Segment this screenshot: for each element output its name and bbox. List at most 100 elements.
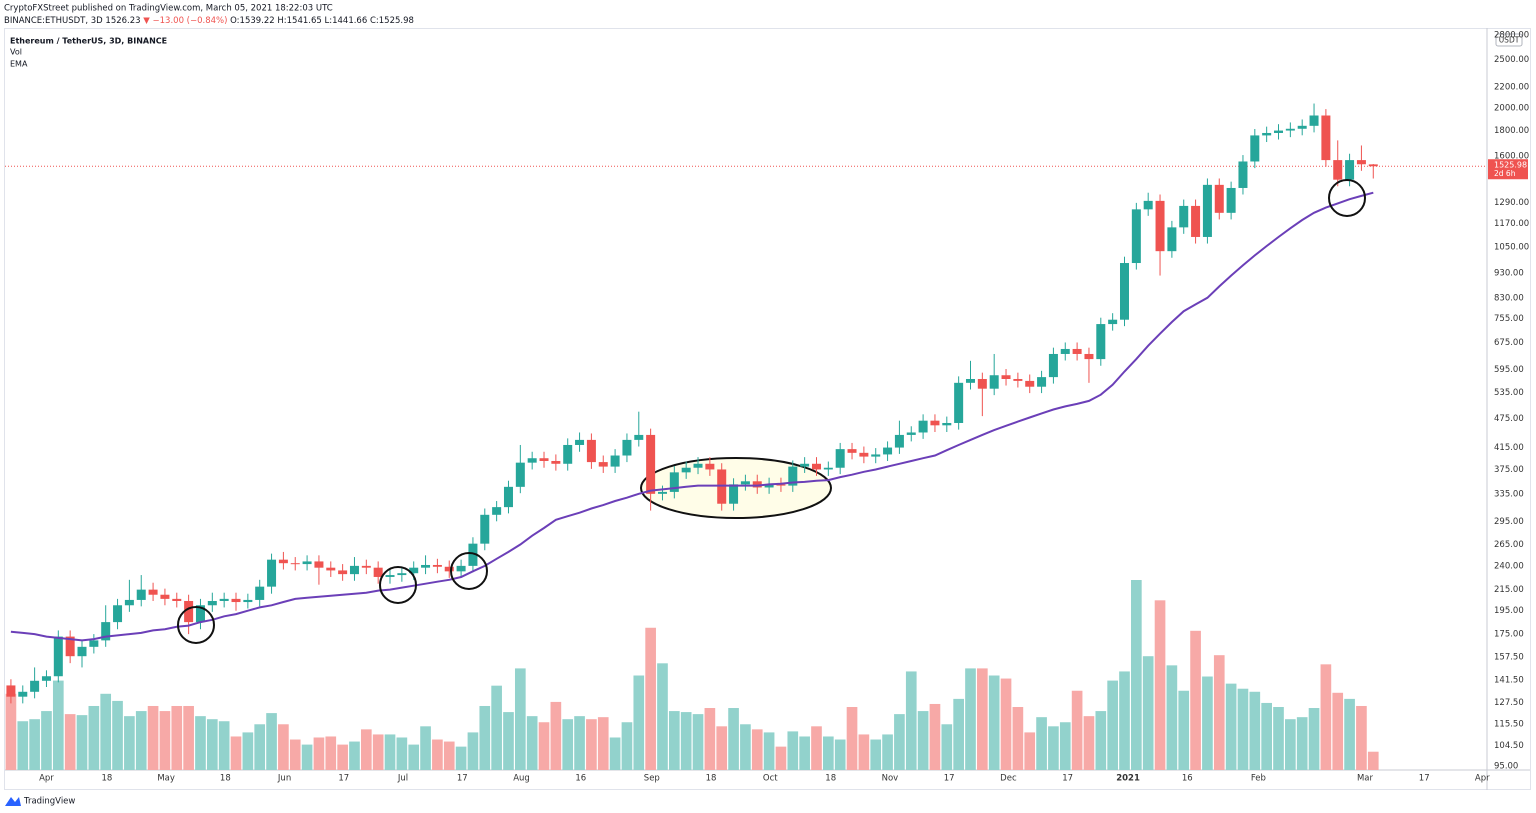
candle-body [1226,187,1236,213]
volume-bar [278,724,289,770]
volume-bar [882,734,893,770]
candle-body [764,484,774,488]
candle-body [480,514,490,544]
volume-bar [787,731,799,770]
volume-bar [467,732,479,770]
y-tick-label: 2800.00 [1494,31,1529,41]
volume-bar [1344,698,1355,770]
y-tick-label: 830.00 [1494,293,1524,303]
volume-bar [965,668,976,770]
volume-bar [977,668,988,770]
volume-bar [751,729,763,770]
volume-bar [562,719,574,770]
candle-body [729,484,739,504]
candle-body [527,458,537,463]
volume-bar [550,701,562,770]
candle-body [503,486,513,508]
volume-bar [230,736,242,770]
candle-body [954,382,964,423]
candle-body [811,463,821,470]
candle-body [634,434,644,440]
volume-bar [953,698,964,770]
x-tick-label: Aug [513,774,530,784]
volume-bar [266,713,277,770]
volume-bar [1071,690,1083,770]
candle-body [1013,378,1023,381]
candle-body [41,676,51,681]
volume-bar [313,737,325,770]
candle-body [551,460,561,464]
y-tick-label: 1050.00 [1494,243,1529,253]
volume-bar [29,719,40,770]
logo-icon [5,797,21,806]
candle-body [1345,160,1355,180]
x-tick-label: Apr [1475,774,1490,784]
candle-body [776,484,786,486]
x-tick-label: 17 [457,774,468,784]
volume-bar [621,722,633,770]
candle-body [1368,164,1378,167]
volume-bar [1036,717,1047,770]
currency-box [1495,33,1523,47]
volume-bar [1356,705,1367,770]
candle-body [646,434,656,494]
volume-bar [159,711,171,770]
candle-body [977,378,987,389]
volume-bar [609,737,621,770]
candle-body [965,378,975,383]
volume-bar [1131,580,1142,770]
volume-bar [929,703,941,770]
y-tick-label: 2000.00 [1494,103,1529,113]
volume-bar [183,705,194,770]
candle-body [622,439,632,456]
volume-bar [1166,665,1178,770]
candle-body [172,598,182,601]
volume-bar [692,714,704,770]
x-tick-label: Mar [1357,774,1374,784]
annotation-circle [450,552,488,590]
x-tick-label: 17 [944,774,955,784]
candle-body [1356,160,1366,165]
candle-body [195,605,205,623]
chart-title: Ethereum / TetherUS, 3D, BINANCE [10,37,167,46]
y-tick-label: 675.00 [1494,338,1524,348]
volume-bar [64,714,76,770]
y-tick-label: 295.00 [1494,517,1524,527]
candle-body [219,598,229,601]
x-tick-label: 18 [825,774,836,784]
candle-body [1214,184,1224,213]
x-tick-label: 17 [1062,774,1073,784]
y-tick-label: 175.00 [1494,630,1524,640]
legend-ema: EMA [10,60,28,69]
volume-bar [775,746,787,770]
volume-bar [728,708,739,770]
volume-bar [479,705,491,770]
volume-bar [408,744,420,770]
candle-body [1155,200,1165,252]
y-tick-label: 141.50 [1494,676,1524,686]
volume-bar [242,732,254,770]
candle-body [669,472,679,492]
candle-body [101,622,111,641]
volume-bar [823,736,834,770]
volume-bar [680,712,692,770]
volume-bar [76,715,88,770]
candle-body [326,567,336,571]
candle-body [184,600,194,623]
volume-bar [834,739,846,770]
volume-bar [503,712,514,770]
candle-body [1273,130,1284,133]
volume-bar [633,675,645,770]
countdown: 2d 6h [1494,169,1516,178]
candle-body [1321,115,1331,161]
candle-body [705,463,715,470]
y-tick-label: 1600.00 [1494,152,1529,162]
candle-body [752,481,762,488]
volume-bar [799,736,810,770]
candle-body [243,599,253,603]
volume-bar [988,675,1000,770]
candle-body [1119,263,1129,320]
volume-bar [301,744,313,770]
candle-body [906,432,916,435]
